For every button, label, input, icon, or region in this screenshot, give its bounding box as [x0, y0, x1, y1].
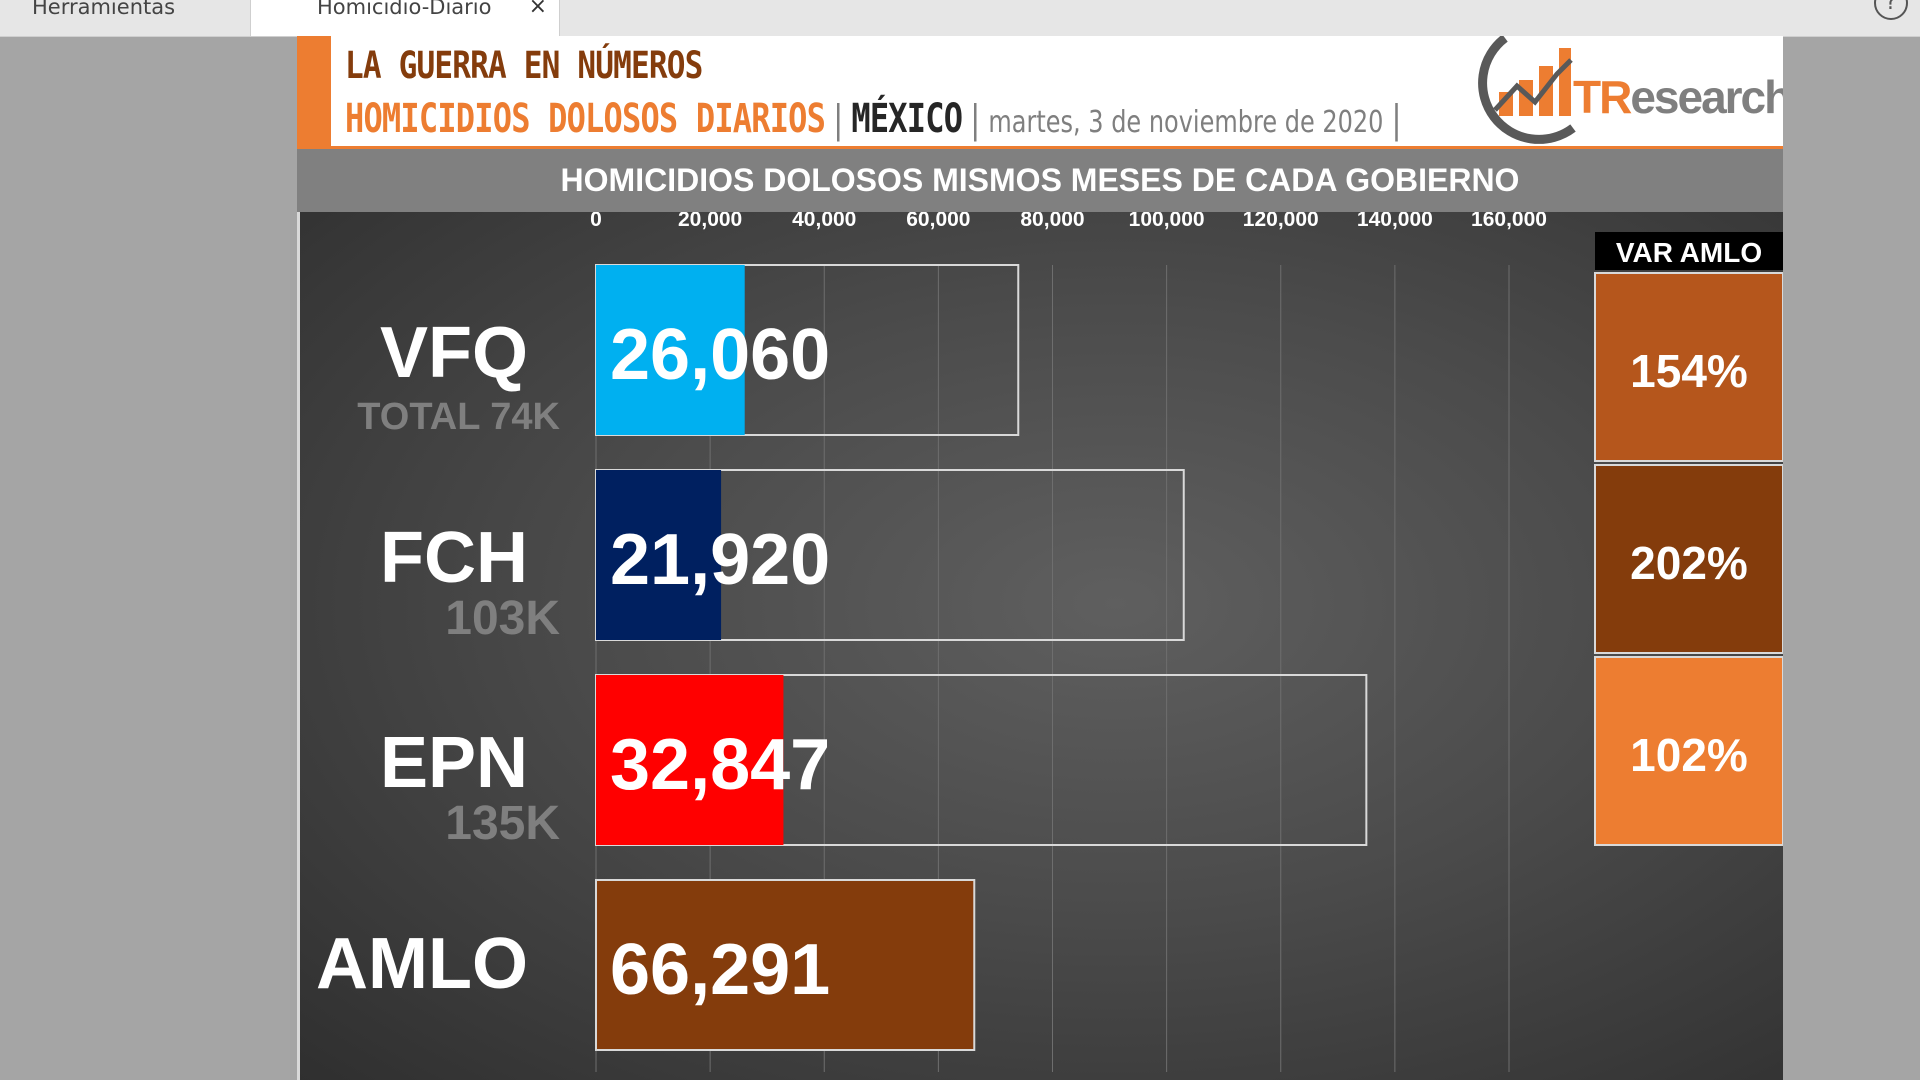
value-bar: [595, 879, 976, 1051]
tresearch-logo: TResearch: [1477, 36, 1783, 146]
header-accent: [297, 36, 331, 146]
report-subtitle-line: HOMICIDIOS DOLOSOS DIARIOS | MÉXICO | martes…: [345, 96, 1410, 142]
value-label: 26,060: [610, 315, 830, 395]
var-header-box: [1595, 232, 1783, 270]
var-amlo-label: 154%: [1630, 345, 1748, 397]
separator: |: [1391, 97, 1402, 141]
logo-text: TResearch: [1573, 70, 1783, 124]
logo-mark-icon: [1478, 36, 1576, 144]
value-bar: [596, 675, 784, 845]
report-date: martes, 3 de noviembre de 2020: [988, 105, 1384, 140]
tab-label: Homicidio-Diario: [317, 0, 492, 19]
report-title: LA GUERRA EN NÚMEROS: [345, 44, 703, 87]
category-label: VFQ: [380, 313, 528, 393]
var-header-label: VAR AMLO: [1616, 237, 1762, 268]
report-header: LA GUERRA EN NÚMEROS HOMICIDIOS DOLOSOS …: [297, 36, 1783, 149]
value-label: 21,920: [610, 520, 830, 600]
x-tick-label: 0: [590, 212, 602, 231]
x-tick-label: 120,000: [1243, 212, 1319, 231]
value-label: 32,847: [610, 725, 830, 805]
separator: |: [970, 97, 981, 141]
x-tick-label: 80,000: [1020, 212, 1084, 231]
report-country: MÉXICO: [851, 96, 963, 142]
var-amlo-cell: [1594, 656, 1783, 846]
value-bar: [596, 470, 722, 640]
value-bar: [596, 265, 745, 435]
category-label: EPN: [380, 723, 528, 803]
close-icon[interactable]: ×: [528, 0, 547, 19]
category-label: FCH: [380, 518, 528, 598]
report-subtitle: HOMICIDIOS DOLOSOS DIARIOS: [345, 96, 826, 142]
chart-area: 0 20,000 40,000 60,000 80,000 100,000 120,000 1…: [297, 212, 1783, 1080]
x-tick-label: 20,000: [678, 212, 742, 231]
chart-title: HOMICIDIOS DOLOSOS MISMOS MESES DE CADA …: [297, 149, 1783, 212]
separator: |: [833, 97, 844, 141]
tab-herramientas[interactable]: Herramientas: [0, 0, 248, 36]
category-total-label: 135K: [445, 797, 560, 850]
x-tick-label: 160,000: [1471, 212, 1547, 231]
x-tick-label: 40,000: [792, 212, 856, 231]
x-tick-label: 140,000: [1357, 212, 1433, 231]
var-amlo-cell: [1594, 464, 1783, 654]
x-tick-label: 100,000: [1129, 212, 1205, 231]
value-label: 66,291: [610, 930, 830, 1010]
var-amlo-label: 202%: [1630, 537, 1748, 589]
x-tick-label: 60,000: [906, 212, 970, 231]
logo-text-suffix: esearch: [1630, 71, 1783, 123]
var-amlo-cell: [1594, 272, 1783, 462]
category-total-label: 103K: [445, 592, 560, 645]
logo-text-prefix: TR: [1573, 71, 1632, 123]
bar-chart: 0 20,000 40,000 60,000 80,000 100,000 120,000 1…: [316, 212, 1783, 1072]
var-amlo-label: 102%: [1630, 729, 1748, 781]
category-label: AMLO: [316, 924, 528, 1004]
category-total-label: TOTAL 74K: [357, 396, 560, 438]
tab-label: Herramientas: [32, 0, 176, 19]
report-panel: LA GUERRA EN NÚMEROS HOMICIDIOS DOLOSOS …: [297, 36, 1783, 1080]
help-icon[interactable]: ?: [1874, 0, 1908, 20]
tab-bar: Herramientas Homicidio-Diario × ?: [0, 0, 1920, 37]
tab-homicidio-diario[interactable]: Homicidio-Diario ×: [250, 0, 560, 36]
